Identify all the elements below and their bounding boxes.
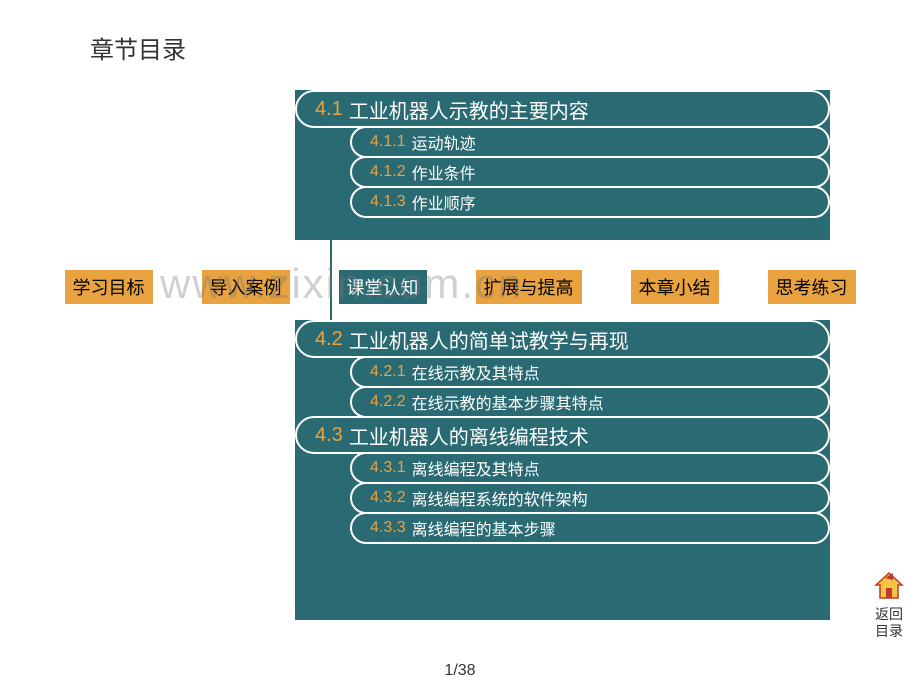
section-4-3[interactable]: 4.3 工业机器人的离线编程技术	[295, 416, 830, 454]
tab-case[interactable]: 导入案例	[202, 270, 290, 304]
section-txt: 工业机器人示教的主要内容	[349, 95, 589, 124]
sub-txt: 在线示教的基本步骤其特点	[412, 390, 604, 414]
toc-block-top: 4.1 工业机器人示教的主要内容 4.1.1 运动轨迹 4.1.2 作业条件 4…	[295, 90, 830, 240]
return-label-1: 返回	[873, 606, 905, 623]
sub-num: 4.2.2	[370, 393, 406, 411]
sub-txt: 运动轨迹	[412, 130, 476, 154]
return-label-2: 目录	[873, 623, 905, 640]
subsection-4-2-2[interactable]: 4.2.2 在线示教的基本步骤其特点	[350, 386, 830, 418]
subsection-4-1-1[interactable]: 4.1.1 运动轨迹	[350, 126, 830, 158]
tab-knowledge[interactable]: 课堂认知	[339, 270, 427, 304]
sub-num: 4.3.1	[370, 459, 406, 477]
subsection-4-1-2[interactable]: 4.1.2 作业条件	[350, 156, 830, 188]
page-title: 章节目录	[90, 30, 186, 65]
section-num: 4.1	[315, 98, 343, 121]
toc-block-bottom: 4.2 工业机器人的简单试教学与再现 4.2.1 在线示教及其特点 4.2.2 …	[295, 320, 830, 620]
sub-txt: 离线编程系统的软件架构	[412, 486, 588, 510]
subsection-4-3-3[interactable]: 4.3.3 离线编程的基本步骤	[350, 512, 830, 544]
sub-num: 4.3.2	[370, 489, 406, 507]
sub-txt: 离线编程的基本步骤	[412, 516, 556, 540]
sub-num: 4.2.1	[370, 363, 406, 381]
section-4-2[interactable]: 4.2 工业机器人的简单试教学与再现	[295, 320, 830, 358]
section-num: 4.3	[315, 424, 343, 447]
section-txt: 工业机器人的简单试教学与再现	[349, 325, 629, 354]
subsection-4-1-3[interactable]: 4.1.3 作业顺序	[350, 186, 830, 218]
section-num: 4.2	[315, 328, 343, 351]
sub-num: 4.1.1	[370, 133, 406, 151]
home-icon	[873, 570, 905, 602]
sub-txt: 作业条件	[412, 160, 476, 184]
page-number: 1/38	[0, 662, 920, 680]
sub-num: 4.1.2	[370, 163, 406, 181]
sub-num: 4.1.3	[370, 193, 406, 211]
sub-txt: 离线编程及其特点	[412, 456, 540, 480]
tab-exercise[interactable]: 思考练习	[768, 270, 856, 304]
section-txt: 工业机器人的离线编程技术	[349, 421, 589, 450]
subsection-4-3-1[interactable]: 4.3.1 离线编程及其特点	[350, 452, 830, 484]
section-4-1[interactable]: 4.1 工业机器人示教的主要内容	[295, 90, 830, 128]
tab-goal[interactable]: 学习目标	[65, 270, 153, 304]
tabs-row: 学习目标 导入案例 课堂认知 扩展与提高 本章小结 思考练习	[0, 270, 920, 304]
sub-txt: 在线示教及其特点	[412, 360, 540, 384]
return-toc-button[interactable]: 返回 目录	[873, 570, 905, 640]
sub-txt: 作业顺序	[412, 190, 476, 214]
tab-summary[interactable]: 本章小结	[631, 270, 719, 304]
tab-extend[interactable]: 扩展与提高	[476, 270, 582, 304]
subsection-4-3-2[interactable]: 4.3.2 离线编程系统的软件架构	[350, 482, 830, 514]
sub-num: 4.3.3	[370, 519, 406, 537]
subsection-4-2-1[interactable]: 4.2.1 在线示教及其特点	[350, 356, 830, 388]
